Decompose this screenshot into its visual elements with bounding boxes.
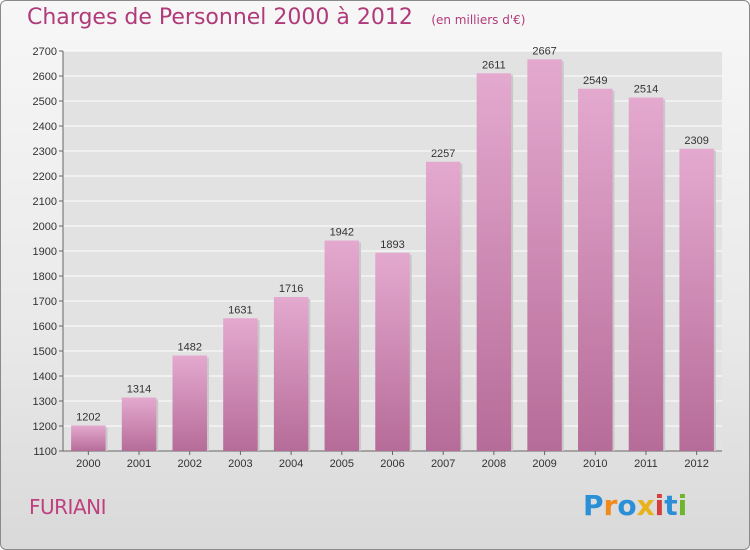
bar	[679, 148, 714, 451]
bar-value-label: 1314	[127, 384, 151, 396]
logo-letter: o	[617, 489, 637, 522]
proxiti-logo: Proxiti	[583, 489, 687, 522]
x-tick-label: 2002	[177, 458, 201, 470]
y-tick-label: 1100	[33, 446, 57, 458]
x-tick-label: 2003	[228, 458, 252, 470]
logo-letter: i	[677, 489, 688, 522]
bar	[578, 88, 613, 451]
bar-value-label: 2257	[431, 148, 455, 160]
bar-value-label: 1942	[330, 227, 354, 239]
bar-value-label: 1482	[177, 342, 201, 354]
x-tick-label: 2008	[482, 458, 506, 470]
x-tick-label: 2010	[583, 458, 607, 470]
bar	[527, 59, 562, 451]
bar	[121, 397, 157, 451]
y-tick-label: 2000	[33, 221, 57, 233]
bar-value-label: 1716	[279, 283, 303, 295]
bar	[628, 97, 664, 451]
y-tick-label: 2400	[33, 121, 57, 133]
y-tick-label: 1900	[33, 246, 57, 258]
y-tick-label: 1400	[33, 371, 57, 383]
y-tick-label: 1700	[33, 296, 57, 308]
y-tick-label: 2600	[33, 71, 57, 83]
logo-letter: r	[603, 489, 618, 522]
x-tick-label: 2009	[532, 458, 556, 470]
bar	[223, 318, 258, 451]
commune-name: FURIANI	[29, 495, 106, 519]
bar	[71, 425, 106, 451]
y-tick-label: 1200	[33, 421, 57, 433]
bar-value-label: 2549	[583, 75, 607, 87]
bar-value-label: 2514	[634, 84, 658, 96]
x-tick-label: 2011	[634, 458, 658, 470]
bar	[273, 297, 309, 451]
bar-value-label: 2667	[532, 45, 556, 57]
logo-letter: t	[664, 489, 678, 522]
logo-letter: x	[636, 489, 655, 522]
y-tick-label: 1600	[33, 321, 57, 333]
y-tick-label: 1500	[33, 346, 57, 358]
x-tick-label: 2004	[279, 458, 303, 470]
bar	[172, 355, 207, 451]
bar	[425, 161, 461, 451]
chart-subtitle: (en milliers d'€)	[431, 13, 526, 27]
bar-value-label: 1202	[76, 412, 100, 424]
y-tick-label: 1800	[33, 271, 57, 283]
bar-value-label: 1631	[228, 304, 252, 316]
y-tick-label: 2200	[33, 171, 57, 183]
x-tick-label: 2005	[330, 458, 354, 470]
x-tick-label: 2000	[76, 458, 100, 470]
bar-value-label: 2309	[684, 135, 708, 147]
bar-value-label: 1893	[380, 239, 404, 251]
y-tick-label: 2700	[33, 46, 57, 58]
bar	[476, 73, 512, 451]
chart-header: Charges de Personnel 2000 à 2012 (en mil…	[27, 5, 525, 30]
logo-letter: i	[654, 489, 665, 522]
x-tick-label: 2001	[127, 458, 151, 470]
y-tick-label: 1300	[33, 396, 57, 408]
x-tick-label: 2006	[380, 458, 404, 470]
x-tick-label: 2007	[431, 458, 455, 470]
logo-letter: P	[583, 489, 604, 522]
y-tick-label: 2300	[33, 146, 57, 158]
y-tick-label: 2500	[33, 96, 57, 108]
bar-value-label: 2611	[482, 59, 506, 71]
x-tick-label: 2012	[684, 458, 708, 470]
bar	[324, 240, 360, 451]
y-tick-label: 2100	[33, 196, 57, 208]
bar	[375, 252, 410, 451]
chart-title: Charges de Personnel 2000 à 2012	[27, 5, 413, 30]
